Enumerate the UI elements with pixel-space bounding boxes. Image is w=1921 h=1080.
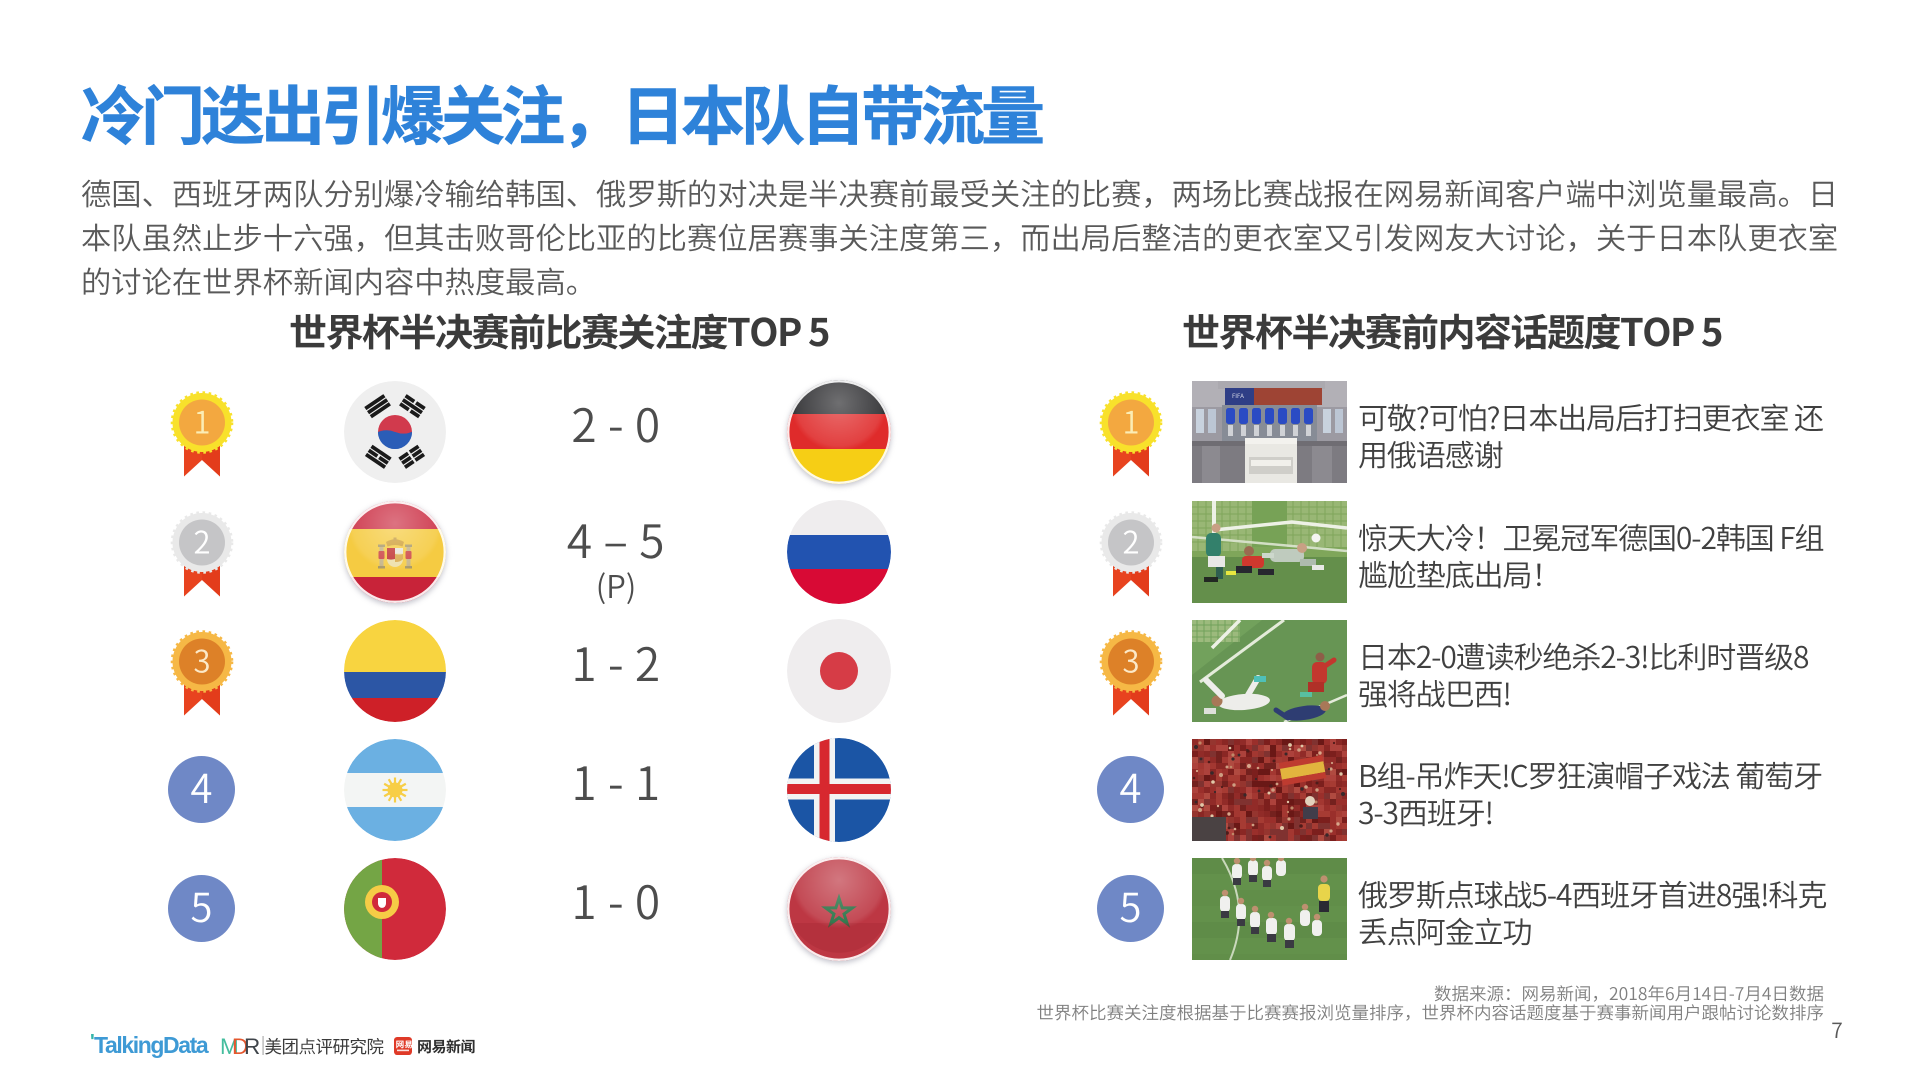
- svg-text:FIFA: FIFA: [1232, 391, 1244, 400]
- svg-text:2: 2: [1122, 517, 1139, 562]
- svg-text:3: 3: [193, 637, 210, 682]
- svg-text:4: 4: [191, 757, 213, 815]
- svg-text:网易: 网易: [396, 1039, 412, 1051]
- svg-text:1: 1: [193, 398, 210, 443]
- svg-text:2: 2: [193, 517, 210, 562]
- svg-text:5: 5: [191, 876, 213, 934]
- svg-text:1: 1: [1122, 398, 1139, 443]
- svg-text:5: 5: [1120, 876, 1142, 934]
- svg-text:3: 3: [1122, 637, 1139, 682]
- svg-text:4: 4: [1120, 757, 1142, 815]
